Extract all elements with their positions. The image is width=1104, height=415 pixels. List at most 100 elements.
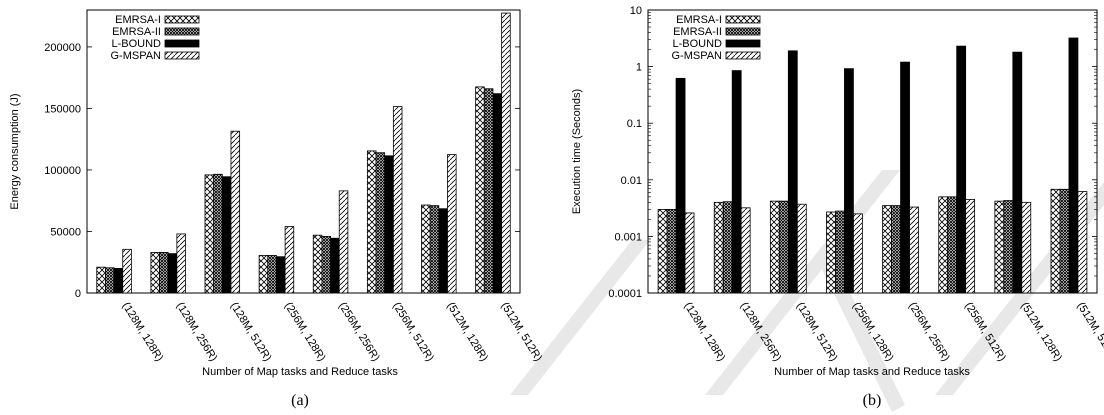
legend-swatch xyxy=(164,39,200,48)
bar-l-bound xyxy=(221,176,232,294)
bar-l-bound xyxy=(900,61,910,294)
bar-emrsa-ii xyxy=(778,200,789,294)
y-tick-label: 0.1 xyxy=(627,118,642,130)
plot-frame xyxy=(647,9,1098,294)
bar-l-bound xyxy=(675,77,686,294)
x-tick-label: (128M, 512R) xyxy=(794,300,840,363)
plot-frame xyxy=(86,9,521,294)
y-tick-label: 150000 xyxy=(44,103,81,115)
x-tick-label: (256M, 256R) xyxy=(906,300,952,363)
bar-l-bound xyxy=(844,68,854,294)
bar-g-mspan xyxy=(1077,191,1088,294)
bar-l-bound xyxy=(167,253,178,294)
bar-g-mspan xyxy=(501,12,511,294)
legend-label: EMRSA-I xyxy=(115,14,161,26)
bar-l-bound xyxy=(731,70,742,294)
bar-emrsa-ii xyxy=(267,255,277,294)
x-tick-label: (256M, 256R) xyxy=(336,300,382,363)
x-tick-label: (128M, 128R) xyxy=(682,300,728,363)
legend-label: EMRSA-II xyxy=(673,26,722,38)
bar-g-mspan xyxy=(122,248,132,294)
bar-g-mspan xyxy=(909,206,919,294)
bar-l-bound xyxy=(492,93,502,294)
bar-l-bound xyxy=(956,45,967,294)
bar-emrsa-ii xyxy=(722,201,733,294)
bar-emrsa-i xyxy=(994,200,1005,294)
bar-emrsa-i xyxy=(421,204,431,294)
legend-label: G-MSPAN xyxy=(110,50,161,62)
bar-l-bound xyxy=(787,50,798,294)
bar-emrsa-i xyxy=(258,255,269,294)
bar-g-mspan xyxy=(740,207,751,294)
y-tick-label: 0.01 xyxy=(621,175,642,187)
legend-label: L-BOUND xyxy=(672,38,722,50)
x-tick-label: (128M, 256R) xyxy=(174,300,220,363)
x-tick-label: (256M, 512R) xyxy=(390,300,436,363)
x-tick-label: (512M, 512R) xyxy=(498,300,544,363)
legend-label: G-MSPAN xyxy=(671,50,722,62)
bar-g-mspan xyxy=(796,203,807,294)
y-tick-label: 0.001 xyxy=(614,231,642,243)
bar-emrsa-ii xyxy=(429,205,440,294)
y-tick-label: 100000 xyxy=(44,165,81,177)
bar-emrsa-ii xyxy=(213,173,223,294)
legend-swatch xyxy=(725,39,761,48)
bar-emrsa-i xyxy=(826,211,836,294)
x-tick-label: (256M, 128R) xyxy=(282,300,328,363)
legend-label: EMRSA-II xyxy=(112,26,161,38)
bar-emrsa-i xyxy=(366,150,377,294)
bar-emrsa-ii xyxy=(835,210,845,294)
bar-g-mspan xyxy=(684,212,695,294)
bar-emrsa-ii xyxy=(483,88,494,294)
bar-emrsa-ii xyxy=(947,196,958,294)
bar-g-mspan xyxy=(392,106,403,294)
panel-caption: (a) xyxy=(291,392,309,409)
bar-g-mspan xyxy=(853,213,863,294)
y-tick-label: 10 xyxy=(630,5,642,17)
x-tick-label: (512M, 512R) xyxy=(1074,300,1104,363)
bar-emrsa-i xyxy=(882,205,892,294)
bar-l-bound xyxy=(1068,37,1079,294)
chart-execution-time: 0.0001 0.001 0.01 0.1 1 10 (128M, 128R) (128M, … xyxy=(571,5,1104,409)
y-tick-label: 200000 xyxy=(44,42,81,54)
bar-emrsa-ii xyxy=(159,251,169,294)
bar-emrsa-ii xyxy=(666,208,677,294)
legend-swatch xyxy=(725,15,761,24)
bar-l-bound xyxy=(1012,51,1023,294)
bar-l-bound xyxy=(384,155,394,294)
bar-emrsa-ii xyxy=(105,267,115,294)
legend-swatch xyxy=(164,15,200,24)
legend-swatch xyxy=(164,51,200,60)
legend-label: L-BOUND xyxy=(111,38,161,50)
y-tick-label: 1 xyxy=(636,62,642,74)
bar-g-mspan xyxy=(284,226,295,294)
bar-l-bound xyxy=(438,208,448,294)
legend-swatch xyxy=(725,27,761,36)
legend-swatch xyxy=(164,27,200,36)
bar-emrsa-i xyxy=(475,86,485,294)
y-tick-label: 50000 xyxy=(50,226,81,238)
x-tick-label: (128M, 128R) xyxy=(120,300,166,363)
x-axis-title: Number of Map tasks and Reduce tasks xyxy=(202,366,398,378)
x-tick-label: (512M, 128R) xyxy=(1018,300,1064,363)
y-tick-label: 0.0001 xyxy=(608,288,642,300)
y-axis-title: Execution time (Seconds) xyxy=(571,89,583,214)
x-tick-label: (512M, 128R) xyxy=(444,300,490,363)
x-tick-label: (128M, 512R) xyxy=(228,300,274,363)
bar-emrsa-ii xyxy=(1003,200,1014,294)
y-tick-label: 0 xyxy=(75,288,81,300)
bar-emrsa-i xyxy=(312,234,323,294)
bar-l-bound xyxy=(330,237,340,294)
bar-g-mspan xyxy=(338,190,349,294)
panel-caption: (b) xyxy=(863,392,882,409)
x-axis-title: Number of Map tasks and Reduce tasks xyxy=(774,366,970,378)
y-axis-title: Energy consumption (J) xyxy=(9,93,21,209)
bar-g-mspan xyxy=(1021,201,1032,294)
bar-emrsa-i xyxy=(713,201,724,294)
bar-l-bound xyxy=(113,267,124,294)
bar-emrsa-ii xyxy=(891,205,901,294)
legend-label: EMRSA-I xyxy=(676,14,722,26)
bar-emrsa-i xyxy=(1050,188,1061,294)
